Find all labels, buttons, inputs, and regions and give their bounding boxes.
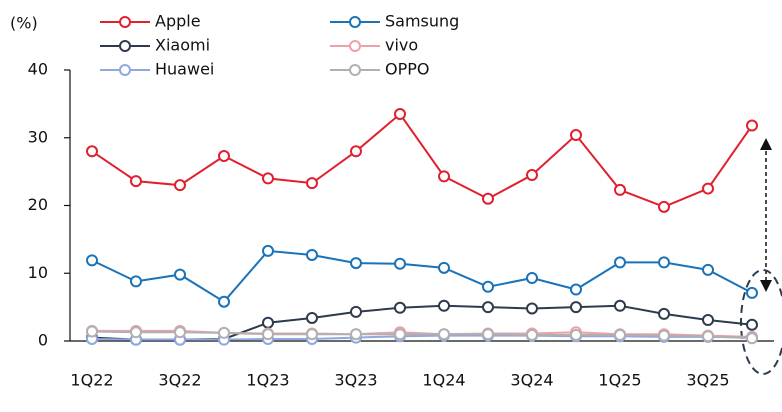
- data-point: [570, 301, 582, 314]
- legend-label: Apple: [155, 12, 201, 31]
- data-point: [438, 170, 450, 183]
- legend-label: vivo: [385, 36, 418, 55]
- data-point: [526, 328, 538, 341]
- data-point: [702, 313, 714, 326]
- data-point: [218, 295, 230, 308]
- data-point: [262, 316, 274, 329]
- data-point: [394, 328, 406, 341]
- data-point: [262, 328, 274, 341]
- data-point: [86, 145, 98, 158]
- data-point: [218, 326, 230, 339]
- series-line: [91, 330, 753, 340]
- data-point: [746, 119, 758, 132]
- data-point: [702, 182, 714, 195]
- series-line: [91, 334, 753, 341]
- data-point: [526, 169, 538, 182]
- data-point: [306, 328, 318, 341]
- data-point: [570, 129, 582, 142]
- legend-label: OPPO: [385, 60, 429, 79]
- data-point: [174, 179, 186, 192]
- legend-label: Xiaomi: [155, 36, 210, 55]
- y-tick-label: 30: [28, 127, 48, 146]
- data-point: [130, 175, 142, 188]
- data-point: [482, 328, 494, 341]
- y-tick-label: 40: [28, 60, 48, 79]
- data-point: [262, 244, 274, 257]
- data-point: [658, 329, 670, 342]
- data-point: [614, 256, 626, 269]
- data-point: [614, 328, 626, 341]
- data-point: [482, 280, 494, 293]
- legend-marker: [349, 16, 361, 28]
- x-tick-label: 3Q22: [158, 371, 201, 390]
- data-point: [658, 256, 670, 269]
- data-point: [394, 301, 406, 314]
- series-line: [91, 249, 753, 304]
- x-tick-label: 1Q24: [422, 371, 465, 390]
- data-point: [86, 325, 98, 338]
- x-tick-label: 3Q23: [334, 371, 377, 390]
- data-point: [174, 326, 186, 339]
- data-point: [306, 311, 318, 324]
- data-point: [614, 299, 626, 312]
- legend-marker: [349, 64, 361, 76]
- legend-marker: [119, 64, 131, 76]
- data-point: [746, 318, 758, 331]
- data-point: [746, 286, 758, 299]
- data-point: [438, 299, 450, 312]
- x-tick-label: 1Q23: [246, 371, 289, 390]
- data-point: [394, 108, 406, 121]
- data-point: [130, 275, 142, 288]
- data-point: [350, 328, 362, 341]
- series-line: [91, 112, 753, 208]
- data-point: [702, 330, 714, 343]
- data-point: [658, 307, 670, 320]
- data-point: [306, 177, 318, 190]
- data-point: [702, 263, 714, 276]
- y-tick-label: 0: [38, 331, 48, 350]
- legend-label: Huawei: [155, 60, 214, 79]
- data-point: [86, 254, 98, 267]
- data-point: [746, 332, 758, 345]
- legend-label: Samsung: [385, 12, 459, 31]
- data-point: [482, 192, 494, 205]
- y-tick-label: 20: [28, 195, 48, 214]
- legend-marker: [119, 16, 131, 28]
- data-point: [570, 283, 582, 296]
- data-point: [350, 305, 362, 318]
- data-point: [350, 145, 362, 158]
- data-point: [438, 328, 450, 341]
- data-point: [482, 301, 494, 314]
- x-tick-label: 1Q25: [598, 371, 641, 390]
- data-point: [130, 326, 142, 339]
- data-point: [262, 172, 274, 185]
- x-tick-label: 3Q25: [686, 371, 729, 390]
- data-point: [526, 302, 538, 315]
- y-tick-label: 10: [28, 263, 48, 282]
- data-point: [218, 150, 230, 163]
- data-point: [570, 328, 582, 341]
- data-point: [350, 257, 362, 270]
- legend-marker: [119, 40, 131, 52]
- x-tick-label: 3Q24: [510, 371, 553, 390]
- data-point: [306, 248, 318, 261]
- legend-marker: [349, 40, 361, 52]
- data-point: [614, 183, 626, 196]
- data-point: [394, 257, 406, 270]
- data-point: [174, 268, 186, 281]
- x-tick-label: 1Q22: [70, 371, 113, 390]
- data-point: [658, 200, 670, 213]
- annotation-ellipse: [740, 269, 782, 375]
- data-point: [526, 271, 538, 284]
- data-point: [438, 261, 450, 274]
- y-axis-label: (%): [10, 14, 38, 33]
